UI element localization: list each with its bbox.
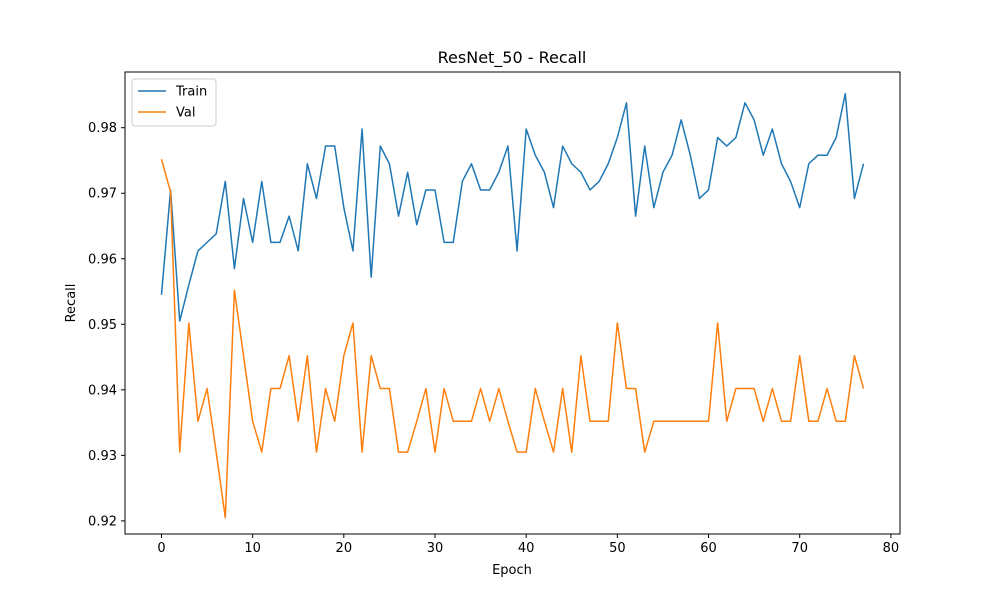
x-tick-label: 80 <box>883 541 900 556</box>
x-tick-label: 40 <box>518 541 535 556</box>
legend-label-val: Val <box>176 106 195 121</box>
y-tick-label: 0.96 <box>88 252 117 267</box>
x-tick-label: 30 <box>427 541 444 556</box>
x-tick-label: 10 <box>244 541 261 556</box>
y-axis-label: Recall <box>64 284 79 323</box>
x-tick-label: 50 <box>609 541 626 556</box>
y-tick-label: 0.97 <box>88 187 117 202</box>
y-tick-label: 0.94 <box>88 383 117 398</box>
x-tick-label: 70 <box>791 541 808 556</box>
legend-label-train: Train <box>175 85 207 100</box>
x-tick-label: 0 <box>157 541 165 556</box>
y-tick-label: 0.93 <box>88 449 117 464</box>
val-series-line <box>160 158 865 519</box>
legend: Train Val <box>131 78 217 127</box>
x-tick-label: 20 <box>336 541 353 556</box>
y-tick-label: 0.92 <box>88 514 117 529</box>
train-series-line <box>160 92 865 322</box>
chart-title: ResNet_50 - Recall <box>438 48 587 68</box>
x-tick-label: 60 <box>700 541 717 556</box>
x-axis-label: Epoch <box>492 563 532 578</box>
y-axis-ticks: 0.92 0.93 0.94 0.95 0.96 0.97 0.98 <box>88 121 125 529</box>
axes-frame <box>124 71 901 535</box>
plot-area <box>124 71 901 535</box>
x-axis-ticks: 0 10 20 30 40 50 60 70 80 <box>157 534 899 556</box>
y-tick-label: 0.98 <box>88 121 117 136</box>
legend-entries: Train Val <box>138 85 207 121</box>
series-layer <box>160 92 865 519</box>
y-tick-label: 0.95 <box>88 318 117 333</box>
